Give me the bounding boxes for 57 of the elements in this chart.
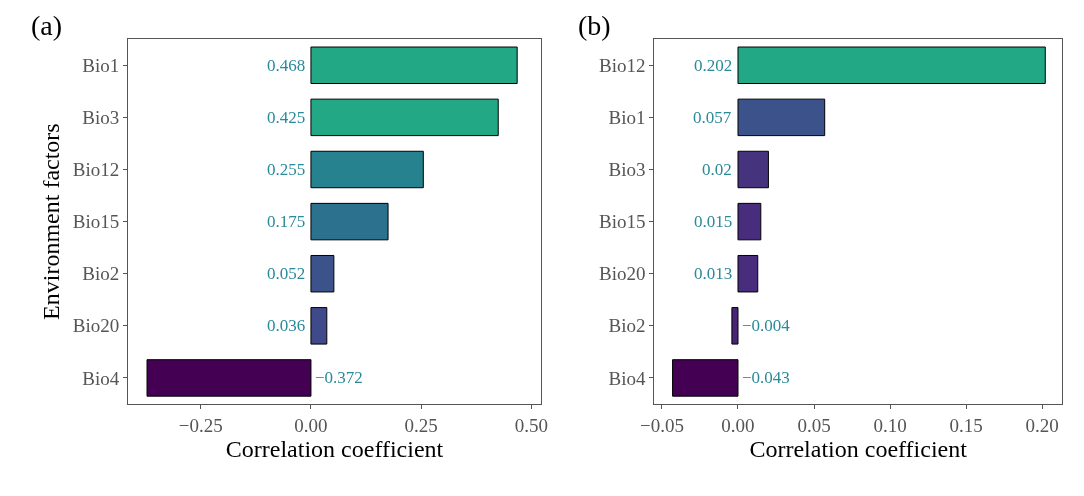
data-label: 0.255: [267, 160, 306, 179]
data-label: 0.015: [694, 212, 733, 231]
data-label: −0.372: [315, 368, 363, 387]
data-label: 0.202: [694, 56, 733, 75]
bar: [737, 254, 759, 293]
y-tick-label: Bio4: [608, 367, 647, 389]
data-label: 0.036: [267, 316, 306, 335]
bar: [737, 202, 762, 241]
x-tick-label: −0.05: [639, 414, 684, 436]
x-axis-title: Correlation coefficient: [749, 435, 968, 462]
x-tick-label: 0.10: [873, 414, 907, 436]
chart-title: (a): [31, 10, 63, 41]
data-label: 0.468: [267, 56, 306, 75]
x-tick-label: −0.25: [178, 414, 223, 436]
bar: [310, 150, 424, 189]
x-tick-label: 0.20: [1025, 414, 1059, 436]
data-label: 0.013: [694, 264, 733, 283]
x-tick-label: 0.00: [294, 414, 328, 436]
y-tick-label: Bio15: [72, 211, 120, 233]
y-tick-label: Bio20: [599, 263, 646, 285]
y-tick-label: Bio3: [82, 107, 120, 129]
bar: [146, 359, 312, 397]
data-label: 0.425: [267, 108, 306, 127]
bar: [310, 254, 335, 293]
chart-title: (b): [578, 10, 611, 41]
x-tick-label: 0.00: [721, 414, 755, 436]
y-tick-label: Bio12: [599, 54, 646, 76]
y-tick-label: Bio1: [82, 54, 120, 76]
y-tick-label: Bio1: [608, 107, 646, 129]
bar: [310, 307, 328, 345]
data-label: −0.004: [742, 316, 791, 335]
y-tick-label: Bio2: [608, 315, 646, 337]
bar: [310, 98, 499, 137]
x-tick-label: 0.50: [514, 414, 548, 436]
bar: [737, 150, 769, 189]
bar: [672, 359, 739, 397]
data-label: 0.02: [702, 160, 732, 179]
bar: [737, 46, 1046, 84]
x-tick-label: 0.25: [404, 414, 438, 436]
y-tick-label: Bio4: [82, 367, 120, 389]
data-label: 0.057: [693, 108, 732, 127]
y-tick-label: Bio12: [72, 159, 120, 181]
bar: [310, 202, 389, 241]
y-tick-label: Bio15: [599, 211, 646, 233]
y-tick-label: Bio2: [82, 263, 120, 285]
bar: [737, 98, 826, 137]
x-axis-title: Correlation coefficient: [225, 435, 444, 462]
y-tick-label: Bio20: [72, 315, 120, 337]
y-axis-title: Environment factors: [37, 123, 64, 320]
data-label: 0.175: [267, 212, 306, 231]
y-tick-label: Bio3: [608, 159, 646, 181]
bar: [731, 307, 739, 345]
bar: [310, 46, 518, 84]
data-label: 0.052: [267, 264, 306, 283]
x-tick-label: 0.15: [949, 414, 983, 436]
data-label: −0.043: [742, 368, 790, 387]
x-tick-label: 0.05: [797, 414, 831, 436]
